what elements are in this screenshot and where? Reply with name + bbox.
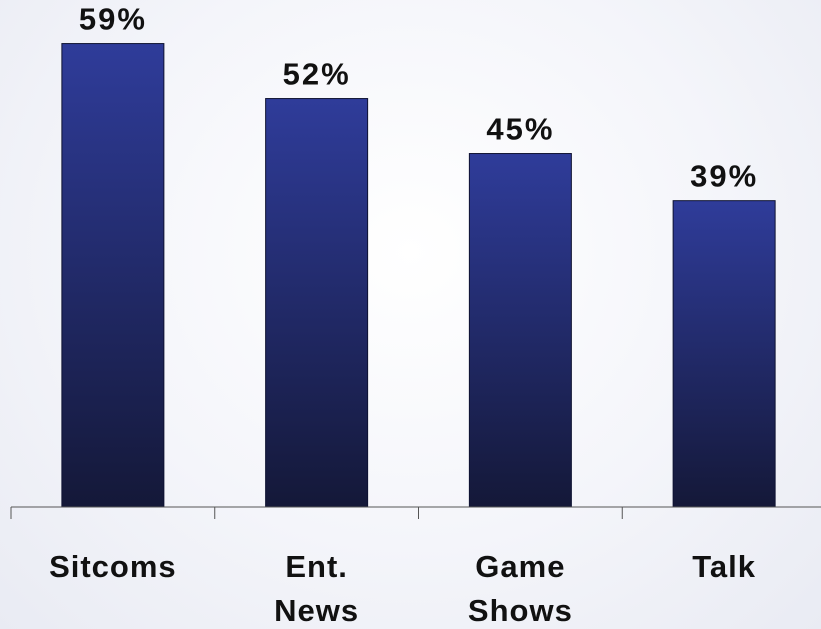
category-label-line: News xyxy=(274,593,359,628)
bar-0 xyxy=(61,43,165,508)
value-label-2: 45% xyxy=(486,112,554,147)
bar-3 xyxy=(672,200,776,508)
category-label-1: Ent. News xyxy=(274,549,359,628)
category-label-0: Sitcoms xyxy=(49,549,177,584)
category-labels-group: Sitcoms Ent. News Game Shows Talk xyxy=(49,549,756,628)
value-labels-group: 59% 52% 45% 39% xyxy=(79,2,758,194)
category-label-line: Sitcoms xyxy=(49,549,177,584)
category-label-2: Game Shows xyxy=(468,549,573,628)
category-label-line: Talk xyxy=(692,549,756,584)
category-label-3: Talk xyxy=(692,549,756,584)
category-label-line: Ent. xyxy=(285,549,348,584)
bars-group xyxy=(61,43,776,508)
value-label-0: 59% xyxy=(79,2,147,37)
x-axis xyxy=(10,506,821,519)
category-label-line: Game xyxy=(475,549,565,584)
value-label-3: 39% xyxy=(690,159,758,194)
value-label-1: 52% xyxy=(283,57,351,92)
category-label-line: Shows xyxy=(468,593,573,628)
bar-2 xyxy=(468,153,572,508)
bar-1 xyxy=(265,98,369,508)
